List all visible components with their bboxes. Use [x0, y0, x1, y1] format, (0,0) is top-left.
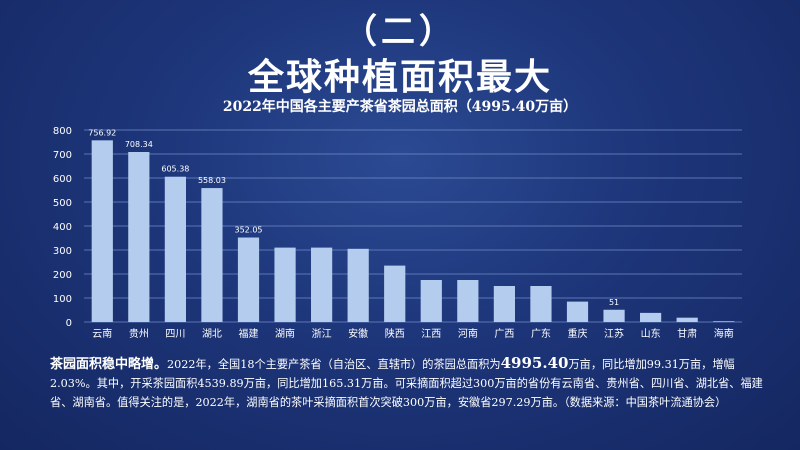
total-area-value: 4995.40 — [500, 354, 569, 372]
x-tick-label: 湖南 — [275, 327, 295, 340]
description-paragraph: 茶园面积稳中略增。2022年，全国18个主要产茶省（自治区、直辖市）的茶园总面积… — [50, 354, 776, 412]
x-tick-label: 广东 — [531, 327, 551, 340]
y-tick-label: 300 — [53, 246, 72, 257]
bar-chart: 0 100 200 300 400 500 600 700 800 云南 756.92 贵州 708.3… — [53, 126, 742, 340]
data-label: 51 — [609, 298, 619, 307]
bar — [201, 188, 223, 322]
bar — [603, 309, 625, 322]
x-tick-label: 广西 — [494, 328, 514, 340]
x-tick-label: 安徽 — [348, 327, 368, 340]
x-tick-label: 江西 — [421, 328, 441, 340]
bar — [384, 265, 406, 322]
y-tick-label: 600 — [53, 174, 72, 185]
x-tick-label: 甘肃 — [677, 327, 697, 340]
data-label: 708.34 — [125, 140, 153, 149]
x-tick-label: 湖北 — [202, 328, 222, 340]
section-number: （二） — [343, 12, 457, 52]
bar — [128, 151, 150, 322]
x-tick-label: 云南 — [92, 327, 112, 340]
x-tick-label: 河南 — [458, 327, 478, 340]
bar — [274, 247, 296, 322]
x-tick-label: 重庆 — [568, 327, 588, 340]
bar — [91, 140, 113, 322]
x-tick-label: 陕西 — [385, 327, 405, 340]
data-label: 605.38 — [161, 165, 189, 174]
bar — [311, 247, 333, 322]
bar — [713, 321, 735, 322]
x-tick-label: 江苏 — [604, 327, 624, 340]
description-text-2: 万亩，同比增加99.31万亩，增幅2.03%。其中，开采茶园面积4539.89万… — [50, 358, 763, 409]
bar — [493, 286, 515, 322]
bar — [420, 280, 442, 322]
data-label: 558.03 — [198, 176, 226, 185]
y-tick-label: 0 — [66, 318, 72, 329]
x-tick-label: 福建 — [239, 327, 259, 340]
y-tick-label: 400 — [53, 222, 72, 233]
x-tick-label: 海南 — [714, 327, 734, 340]
bar — [347, 248, 369, 322]
y-tick-label: 100 — [53, 294, 72, 305]
y-tick-label: 800 — [53, 126, 72, 137]
chart-title: 2022年中国各主要产茶省茶园总面积（4995.40万亩） — [222, 99, 578, 115]
description-text-1: 2022年，全国18个主要产茶省（自治区、直辖市）的茶园总面积为 — [167, 358, 501, 371]
data-label: 352.05 — [235, 226, 263, 235]
bar — [237, 237, 260, 322]
x-tick-label: 浙江 — [312, 328, 332, 340]
x-tick-label: 山东 — [641, 327, 661, 340]
y-tick-label: 500 — [53, 198, 72, 209]
bar — [457, 280, 479, 322]
bar — [530, 286, 552, 322]
y-tick-label: 700 — [53, 150, 72, 161]
data-label: 756.92 — [88, 128, 116, 137]
page-title: 全球种植面积最大 — [247, 57, 552, 98]
x-tick-label: 四川 — [165, 329, 185, 340]
bar — [676, 317, 698, 322]
bar — [640, 312, 662, 322]
bar — [164, 176, 186, 322]
x-tick-label: 贵州 — [129, 327, 149, 340]
bar — [566, 301, 589, 322]
y-tick-label: 200 — [53, 270, 72, 281]
description-lead: 茶园面积稳中略增。 — [50, 357, 168, 372]
